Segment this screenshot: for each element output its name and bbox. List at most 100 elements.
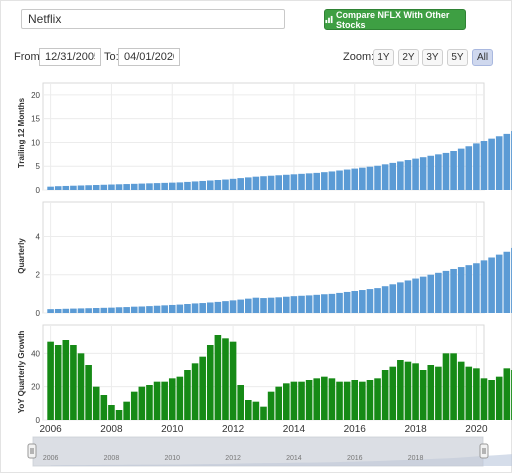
bar-trailing-1 (54, 186, 62, 190)
bar-yoy-20 (199, 356, 206, 420)
bar-trailing-15 (161, 182, 168, 190)
zoom-5y-button[interactable]: 5Y (447, 49, 468, 66)
bar-quarterly-39 (343, 291, 351, 313)
bar-quarterly-22 (214, 301, 222, 313)
bar-quarterly-51 (435, 272, 442, 313)
zoom-1y-button[interactable]: 1Y (373, 49, 394, 66)
bar-quarterly-35 (313, 294, 321, 313)
x-axis: 2006 2008 2010 2012 2014 2016 2018 2020 (39, 424, 487, 435)
bar-trailing-35 (313, 172, 321, 190)
bar-yoy-47 (404, 361, 412, 420)
bar-trailing-43 (374, 165, 381, 190)
navigator-tick-6: 2018 (408, 455, 424, 462)
bar-trailing-17 (176, 182, 184, 190)
bar-trailing-14 (153, 183, 161, 190)
bar-yoy-21 (206, 345, 214, 420)
ytick-yoy-2: 40 (31, 349, 40, 358)
bar-trailing-10 (123, 184, 130, 190)
bar-trailing-47 (404, 160, 412, 190)
bar-quarterly-1 (54, 308, 62, 313)
bar-trailing-0 (47, 186, 54, 190)
bar-quarterly-9 (115, 307, 123, 313)
bar-trailing-4 (77, 185, 85, 190)
navigator[interactable]: 2006 2008 2010 2012 2014 2016 2018 (27, 436, 512, 467)
bar-quarterly-17 (176, 304, 184, 313)
bar-yoy-52 (442, 353, 450, 420)
bar-quarterly-8 (108, 307, 115, 313)
bar-quarterly-7 (100, 307, 108, 313)
bar-yoy-24 (229, 341, 237, 420)
bar-quarterly-19 (191, 303, 199, 313)
bar-yoy-57 (480, 378, 488, 420)
bar-yoy-13 (146, 385, 153, 420)
bar-trailing-26 (244, 177, 252, 190)
search-input[interactable] (21, 9, 285, 29)
ytick-trailing-1: 5 (36, 162, 41, 171)
bar-yoy-27 (252, 401, 260, 420)
zoom-2y-button[interactable]: 2Y (398, 49, 419, 66)
chart-icon (325, 15, 333, 24)
to-date-input[interactable] (118, 48, 180, 66)
bar-quarterly-29 (267, 297, 275, 313)
bar-quarterly-31 (283, 296, 290, 313)
bar-yoy-1 (54, 345, 62, 420)
navigator-left-handle[interactable] (27, 443, 37, 459)
bar-trailing-27 (252, 176, 260, 190)
bar-yoy-53 (450, 353, 457, 420)
bar-yoy-17 (176, 376, 184, 420)
bar-quarterly-34 (305, 295, 313, 313)
bar-trailing-2 (62, 185, 70, 190)
navigator-right-handle[interactable] (479, 443, 489, 459)
bar-quarterly-50 (427, 274, 435, 313)
trailing-12-months-panel: Trailing 12 Months 0 5 10 15 20 (17, 82, 512, 195)
bar-quarterly-10 (123, 307, 130, 313)
xtick-3: 2012 (222, 424, 245, 435)
bar-yoy-33 (298, 381, 305, 420)
ylabel-quarterly: Quarterly (17, 238, 26, 274)
bar-quarterly-40 (351, 290, 359, 313)
ytick-trailing-3: 15 (31, 115, 40, 124)
bar-trailing-16 (168, 182, 176, 190)
navigator-selection[interactable] (33, 437, 483, 466)
from-label: From: (14, 51, 43, 63)
bar-trailing-60 (503, 133, 511, 190)
ytick-yoy-1: 20 (31, 383, 40, 392)
bar-trailing-53 (450, 151, 457, 190)
bar-trailing-44 (381, 164, 389, 190)
from-date-input[interactable] (39, 48, 101, 66)
bar-trailing-39 (343, 169, 351, 190)
bar-yoy-8 (108, 405, 115, 420)
bar-quarterly-23 (222, 301, 229, 313)
bar-trailing-34 (305, 173, 313, 190)
bar-yoy-15 (161, 381, 168, 420)
bar-quarterly-30 (275, 297, 283, 313)
bar-trailing-19 (191, 181, 199, 190)
ytick-trailing-2: 10 (31, 138, 40, 147)
bar-quarterly-56 (473, 263, 480, 313)
bar-trailing-31 (283, 174, 290, 190)
zoom-3y-button[interactable]: 3Y (422, 49, 443, 66)
bar-yoy-28 (260, 406, 267, 420)
bar-trailing-42 (366, 166, 374, 190)
bar-quarterly-3 (70, 308, 77, 313)
xtick-7: 2020 (465, 424, 488, 435)
bar-trailing-24 (229, 178, 237, 190)
bar-quarterly-57 (480, 260, 488, 313)
bar-trailing-37 (328, 171, 336, 190)
bar-trailing-9 (115, 184, 123, 190)
bar-yoy-50 (427, 365, 435, 420)
bar-quarterly-24 (229, 300, 237, 313)
bar-yoy-59 (495, 376, 503, 420)
bar-yoy-18 (184, 370, 191, 420)
xtick-0: 2006 (39, 424, 62, 435)
bar-trailing-6 (92, 185, 100, 190)
bar-yoy-2 (62, 340, 70, 420)
zoom-all-button[interactable]: All (472, 49, 493, 66)
bar-quarterly-59 (495, 254, 503, 313)
bar-trailing-38 (336, 170, 343, 190)
bar-yoy-32 (290, 381, 298, 420)
bar-yoy-19 (191, 363, 199, 420)
bar-quarterly-15 (161, 305, 168, 313)
compare-button[interactable]: Compare NFLX With Other Stocks (324, 9, 466, 30)
bar-trailing-50 (427, 155, 435, 190)
